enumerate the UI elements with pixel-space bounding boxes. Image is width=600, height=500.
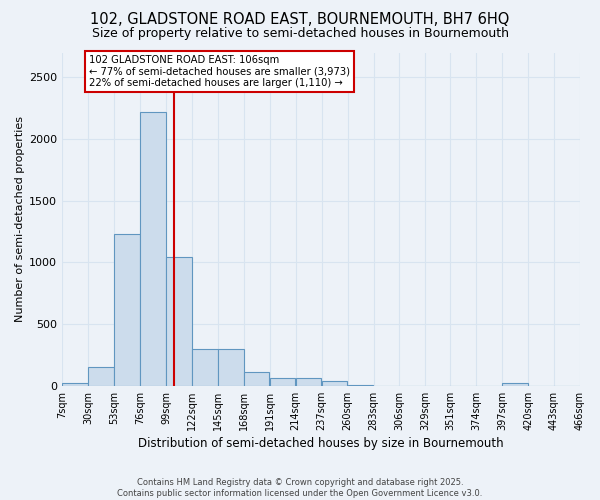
Bar (88, 368, 114, 386)
Bar (244, 372, 269, 386)
Bar (115, 234, 140, 386)
Bar (348, 385, 373, 386)
Bar (140, 112, 166, 386)
Bar (502, 382, 528, 386)
Bar (192, 349, 218, 386)
Text: 102 GLADSTONE ROAD EAST: 106sqm
← 77% of semi-detached houses are smaller (3,973: 102 GLADSTONE ROAD EAST: 106sqm ← 77% of… (89, 55, 350, 88)
Bar (296, 378, 322, 386)
Text: Size of property relative to semi-detached houses in Bournemouth: Size of property relative to semi-detach… (91, 28, 509, 40)
Text: Contains HM Land Registry data © Crown copyright and database right 2025.
Contai: Contains HM Land Registry data © Crown c… (118, 478, 482, 498)
Bar (322, 381, 347, 386)
Y-axis label: Number of semi-detached properties: Number of semi-detached properties (15, 116, 25, 322)
Bar (218, 350, 244, 386)
Bar (166, 258, 191, 386)
X-axis label: Distribution of semi-detached houses by size in Bournemouth: Distribution of semi-detached houses by … (138, 437, 504, 450)
Bar (62, 384, 88, 386)
Text: 102, GLADSTONE ROAD EAST, BOURNEMOUTH, BH7 6HQ: 102, GLADSTONE ROAD EAST, BOURNEMOUTH, B… (91, 12, 509, 28)
Bar (270, 378, 295, 386)
